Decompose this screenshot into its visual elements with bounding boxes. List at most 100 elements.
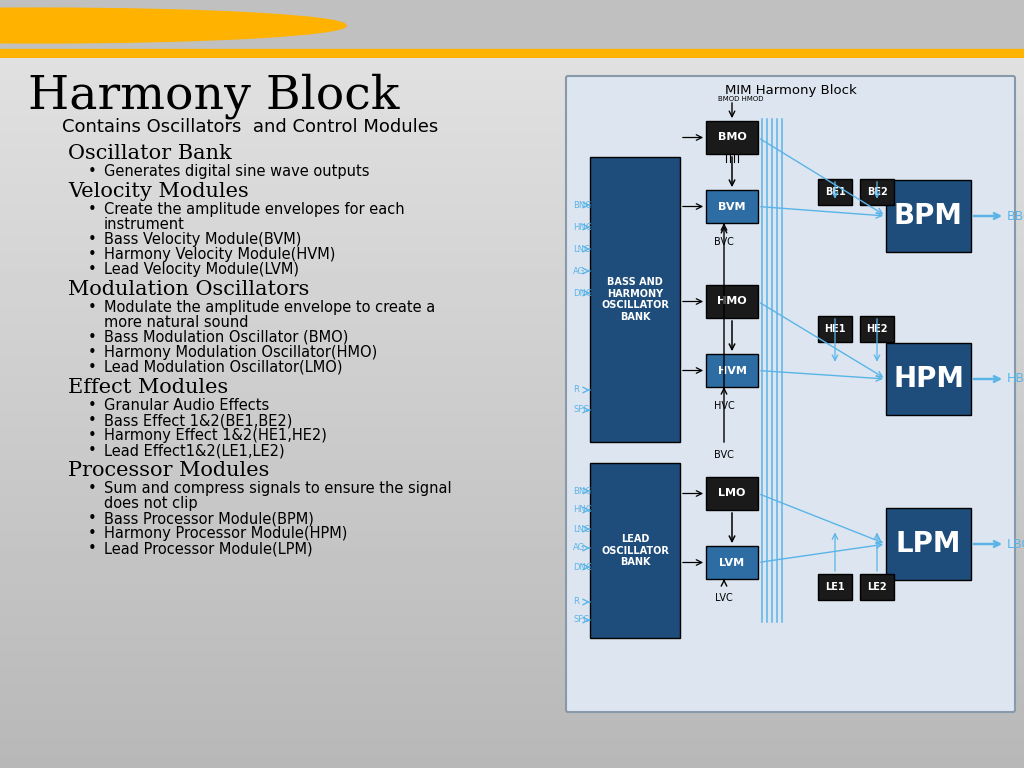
Text: BPM: BPM <box>894 202 963 230</box>
Text: •: • <box>88 232 96 247</box>
Text: HE2: HE2 <box>866 324 888 334</box>
Text: HE1: HE1 <box>824 324 846 334</box>
Text: more natural sound: more natural sound <box>104 315 249 330</box>
Text: Harmony Velocity Module(HVM): Harmony Velocity Module(HVM) <box>104 247 336 262</box>
Text: does not clip: does not clip <box>104 496 198 511</box>
Text: SFC: SFC <box>573 615 589 624</box>
Text: HVC: HVC <box>714 401 734 411</box>
Text: SFC: SFC <box>573 406 589 415</box>
Text: Generates digital sine wave outputs: Generates digital sine wave outputs <box>104 164 370 179</box>
Text: Harmony Effect 1&2(HE1,HE2): Harmony Effect 1&2(HE1,HE2) <box>104 428 327 443</box>
Text: BMOD HMOD: BMOD HMOD <box>718 96 764 102</box>
Text: AG: AG <box>573 266 585 276</box>
Text: Lead Velocity Module(LVM): Lead Velocity Module(LVM) <box>104 262 299 277</box>
Text: AG: AG <box>573 544 585 552</box>
Text: Bass Modulation Oscillator (BMO): Bass Modulation Oscillator (BMO) <box>104 330 348 345</box>
Text: BVC: BVC <box>714 450 734 460</box>
Text: •: • <box>88 511 96 526</box>
Bar <box>886 180 971 252</box>
Text: •: • <box>88 443 96 458</box>
Bar <box>706 477 758 510</box>
Text: LE1: LE1 <box>825 582 845 592</box>
Text: Harmony Modulation Oscillator(HMO): Harmony Modulation Oscillator(HMO) <box>104 345 377 360</box>
Text: LNC: LNC <box>573 525 590 534</box>
Text: HNC: HNC <box>573 505 592 515</box>
Bar <box>706 546 758 579</box>
Text: instrument: instrument <box>104 217 185 232</box>
Text: •: • <box>88 541 96 556</box>
Text: HNC: HNC <box>573 223 592 231</box>
Bar <box>0 49 1024 58</box>
Text: BNC: BNC <box>573 200 591 210</box>
Text: LPM: LPM <box>896 530 962 558</box>
Text: BE2: BE2 <box>866 187 888 197</box>
Text: •: • <box>88 481 96 496</box>
Text: •: • <box>88 262 96 277</box>
Text: •: • <box>88 202 96 217</box>
Bar <box>860 574 894 600</box>
Bar <box>590 157 680 442</box>
Text: •: • <box>88 247 96 262</box>
Text: HVM: HVM <box>718 366 746 376</box>
Bar <box>886 508 971 580</box>
Text: Contains Oscillators  and Control Modules: Contains Oscillators and Control Modules <box>62 118 438 136</box>
Bar <box>818 316 852 342</box>
Text: •: • <box>88 526 96 541</box>
Text: Lead Modulation Oscillator(LMO): Lead Modulation Oscillator(LMO) <box>104 360 342 375</box>
Text: BE1: BE1 <box>824 187 846 197</box>
Text: HPM: HPM <box>893 365 964 393</box>
Text: BMO: BMO <box>718 133 746 143</box>
Text: BVC: BVC <box>714 237 734 247</box>
Text: LBO: LBO <box>1007 538 1024 551</box>
Bar <box>706 354 758 387</box>
Text: Oscillator Bank: Oscillator Bank <box>68 144 231 163</box>
Text: Effect Modules: Effect Modules <box>68 378 228 397</box>
Text: •: • <box>88 428 96 443</box>
Circle shape <box>0 8 346 43</box>
Bar <box>590 463 680 638</box>
Text: BASS AND
HARMONY
OSCILLATOR
BANK: BASS AND HARMONY OSCILLATOR BANK <box>601 277 669 322</box>
Bar <box>706 190 758 223</box>
Text: •: • <box>88 330 96 345</box>
Text: Sum and compress signals to ensure the signal: Sum and compress signals to ensure the s… <box>104 481 452 496</box>
Text: Modulate the amplitude envelope to create a: Modulate the amplitude envelope to creat… <box>104 300 435 315</box>
FancyBboxPatch shape <box>566 76 1015 712</box>
Text: •: • <box>88 300 96 315</box>
Text: LE2: LE2 <box>867 582 887 592</box>
Text: Modulation Oscillators: Modulation Oscillators <box>68 280 309 299</box>
Text: LNC: LNC <box>573 244 590 253</box>
Text: Lead Effect1&2(LE1,LE2): Lead Effect1&2(LE1,LE2) <box>104 443 285 458</box>
Text: •: • <box>88 413 96 428</box>
Bar <box>706 121 758 154</box>
Text: R: R <box>573 598 579 607</box>
Text: UNIVERSITY OF CENTRAL FLORIDA: UNIVERSITY OF CENTRAL FLORIDA <box>77 19 334 32</box>
Text: Bass Effect 1&2(BE1,BE2): Bass Effect 1&2(BE1,BE2) <box>104 413 293 428</box>
Text: Harmony Block: Harmony Block <box>28 73 399 119</box>
Text: •: • <box>88 360 96 375</box>
Text: R: R <box>573 386 579 395</box>
Text: HMO: HMO <box>717 296 746 306</box>
Text: Velocity Modules: Velocity Modules <box>68 182 249 201</box>
Text: Create the amplitude envelopes for each: Create the amplitude envelopes for each <box>104 202 404 217</box>
Text: Granular Audio Effects: Granular Audio Effects <box>104 398 269 413</box>
Bar <box>886 343 971 415</box>
Text: LEAD
OSCILLATOR
BANK: LEAD OSCILLATOR BANK <box>601 534 669 567</box>
Text: BVM: BVM <box>718 201 745 211</box>
Bar <box>706 285 758 318</box>
Text: DNC: DNC <box>573 562 592 571</box>
Text: LVC: LVC <box>715 593 733 603</box>
Text: DNC: DNC <box>573 289 592 297</box>
Text: •: • <box>88 398 96 413</box>
Text: •: • <box>88 345 96 360</box>
Bar <box>860 179 894 205</box>
Text: MIM Harmony Block: MIM Harmony Block <box>725 84 856 97</box>
Text: LVM: LVM <box>720 558 744 568</box>
Text: Lead Processor Module(LPM): Lead Processor Module(LPM) <box>104 541 312 556</box>
Text: LMO: LMO <box>718 488 745 498</box>
Text: Processor Modules: Processor Modules <box>68 461 269 480</box>
Text: Bass Processor Module(BPM): Bass Processor Module(BPM) <box>104 511 314 526</box>
Bar <box>860 316 894 342</box>
Text: Harmony Processor Module(HPM): Harmony Processor Module(HPM) <box>104 526 347 541</box>
Text: BNC: BNC <box>573 486 591 495</box>
Text: •: • <box>88 164 96 179</box>
